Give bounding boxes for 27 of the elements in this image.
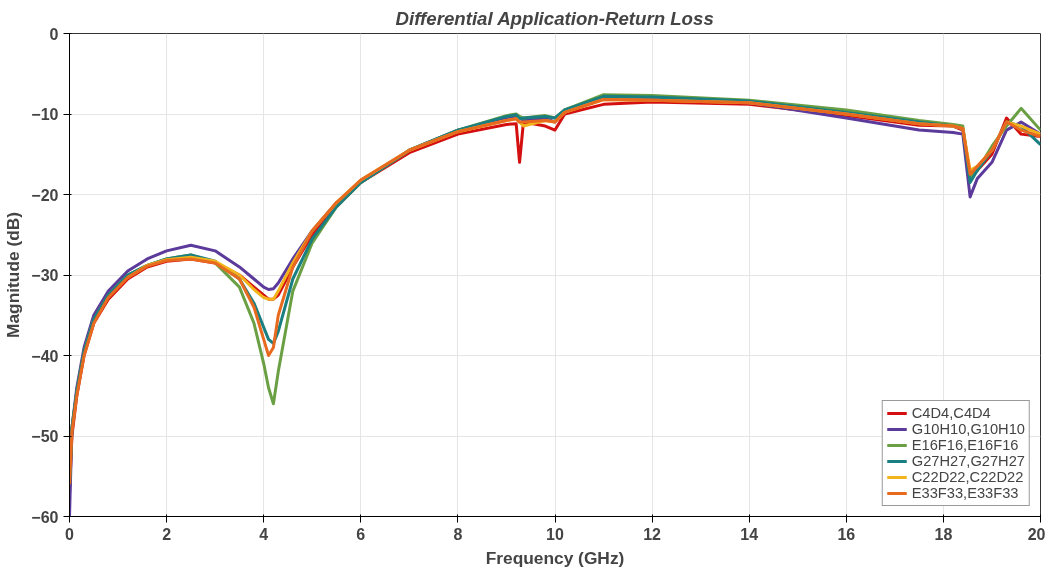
x-tick-label: 6 <box>356 525 366 543</box>
x-tick-label: 20 <box>1027 525 1046 543</box>
y-tick-label: −20 <box>31 186 59 204</box>
legend-label: E33F33,E33F33 <box>911 485 1019 501</box>
y-axis-title: Magnitude (dB) <box>3 211 24 339</box>
y-tick-label: −10 <box>31 106 59 123</box>
y-tick-label: −30 <box>31 267 59 284</box>
y-tick-label: −50 <box>31 428 59 445</box>
legend-label: E16F16,E16F16 <box>911 437 1019 453</box>
x-tick-label: 18 <box>934 525 953 543</box>
legend-label: G10H10,G10H10 <box>911 421 1025 437</box>
y-tick-label: −40 <box>31 347 59 365</box>
x-tick-label: 2 <box>162 525 172 543</box>
x-axis-title: Frequency (GHz) <box>485 547 625 568</box>
x-tick-label: 12 <box>643 525 662 543</box>
x-tick-label: 4 <box>259 525 269 543</box>
y-tick-label: 0 <box>49 25 59 43</box>
x-tick-label: 8 <box>453 525 463 543</box>
x-tick-label: 16 <box>837 525 856 543</box>
legend-label: G27H27,G27H27 <box>911 453 1025 469</box>
x-tick-label: 0 <box>65 525 75 543</box>
legend-label: C22D22,C22D22 <box>911 469 1024 485</box>
legend-label: C4D4,C4D4 <box>911 405 991 421</box>
x-tick-label: 10 <box>546 525 564 543</box>
y-tick-label: −60 <box>31 508 59 526</box>
x-tick-label: 14 <box>740 525 759 543</box>
chart-title: Differential Application-Return Loss <box>395 7 714 29</box>
